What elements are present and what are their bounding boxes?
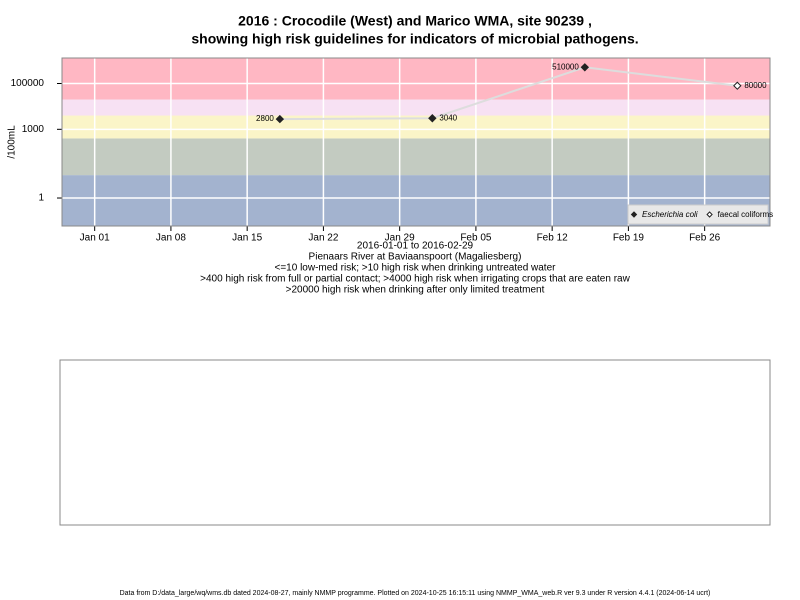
empty-panel <box>59 359 771 526</box>
risk-band <box>62 58 770 100</box>
y-tick-label: 100000 <box>11 78 45 89</box>
x-axis-caption: 2016-01-01 to 2016-02-29 <box>357 241 474 252</box>
x-tick-label: Jan 08 <box>156 233 186 244</box>
legend-marker <box>630 211 638 218</box>
x-tick-label: Jan 22 <box>308 233 338 244</box>
plot-frame <box>61 57 771 227</box>
risk-band <box>62 99 770 116</box>
x-tick-label: Feb 26 <box>689 233 721 244</box>
chart-title: 2016 : Crocodile (West) and Marico WMA, … <box>238 13 592 29</box>
data-point <box>428 114 437 123</box>
y-axis-label: /100mL <box>7 125 18 159</box>
y-tick-label: 1000 <box>22 124 45 135</box>
connector-line <box>279 66 738 121</box>
x-tick-label: Feb 19 <box>613 233 645 244</box>
data-label: 80000 <box>744 81 767 90</box>
data-label: 2800 <box>256 114 274 123</box>
chart-subtitle: showing high risk guidelines for indicat… <box>191 31 638 47</box>
legend-label: faecal coliforms <box>718 210 774 219</box>
x-axis-caption: >400 high risk from full or partial cont… <box>200 274 630 285</box>
x-axis-caption: Pienaars River at Baviaanspoort (Magalie… <box>309 252 522 263</box>
data-label: 510000 <box>552 62 579 71</box>
x-tick-label: Jan 15 <box>232 233 262 244</box>
footer: Data from D:/data_large/wq/wms.db dated … <box>120 590 711 597</box>
risk-band <box>62 138 770 176</box>
x-axis-caption: <=10 low-med risk; >10 high risk when dr… <box>275 263 557 274</box>
risk-band <box>62 115 770 139</box>
data-point <box>580 63 590 72</box>
legend-box <box>627 204 769 225</box>
data-label: 3040 <box>439 113 457 122</box>
x-tick-label: Feb 05 <box>460 233 492 244</box>
legend-marker <box>706 211 713 218</box>
x-tick-label: Jan 29 <box>385 233 415 244</box>
legend-label: Escherichia coli <box>642 210 698 219</box>
x-axis-caption: >20000 high risk when drinking after onl… <box>286 285 545 296</box>
y-tick-label: 1 <box>38 193 44 204</box>
x-tick-label: Jan 01 <box>80 233 110 244</box>
x-tick-label: Feb 12 <box>537 233 569 244</box>
data-point <box>733 81 742 90</box>
data-point <box>275 114 285 124</box>
